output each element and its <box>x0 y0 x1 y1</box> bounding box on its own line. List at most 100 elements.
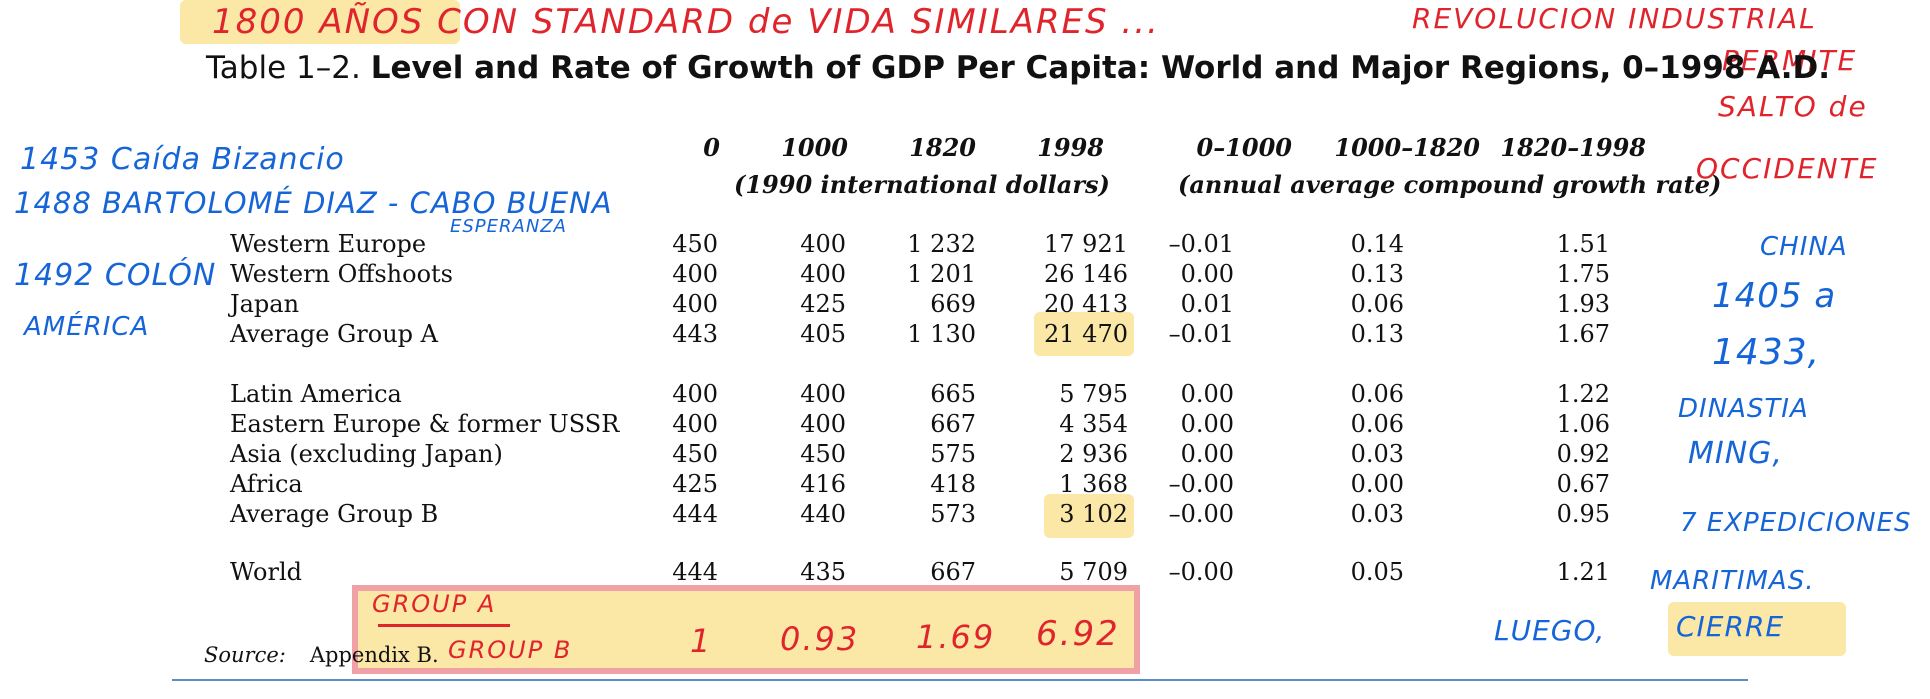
row-label: Latin America <box>230 380 402 408</box>
col-header-1000-1820: 1000–1820 <box>1334 133 1480 162</box>
table-cell: 0.03 <box>1350 500 1404 528</box>
col-header-1820-1998: 1820–1998 <box>1500 133 1646 162</box>
annotation-right-9: CIERRE <box>1676 610 1785 643</box>
annotation-right-3: 1433, <box>1712 332 1821 373</box>
row-label: World <box>230 558 302 586</box>
table-cell: 0.06 <box>1350 290 1404 318</box>
annotation-box-label-1: GROUP A <box>372 590 497 618</box>
table-cell: 418 <box>930 470 976 498</box>
source-note: Source: Appendix B. <box>204 643 439 667</box>
table-cell: 450 <box>800 440 846 468</box>
table-cell: 4 354 <box>1059 410 1128 438</box>
table-cell: 0.00 <box>1350 470 1404 498</box>
table-cell: 425 <box>800 290 846 318</box>
table-cell: 3 102 <box>1059 500 1128 528</box>
col-header-1820: 1820 <box>909 133 976 162</box>
table-cell: 400 <box>800 380 846 408</box>
row-label: Africa <box>230 470 303 498</box>
col-header-0-1000: 0–1000 <box>1196 133 1293 162</box>
table-cell: 1 232 <box>907 230 976 258</box>
annotation-right-1: CHINA <box>1760 232 1848 262</box>
table-cell: 667 <box>930 410 976 438</box>
table-cell: 17 921 <box>1044 230 1128 258</box>
annotation-top-right-4: OCCIDENTE <box>1696 152 1879 185</box>
row-label: Western Europe <box>230 230 427 258</box>
unit-label-dollars: (1990 international dollars) <box>734 170 1110 199</box>
table-cell: 444 <box>672 558 718 586</box>
highlight-cierre <box>1668 602 1846 656</box>
annotation-box-underline <box>378 624 510 627</box>
row-label: Asia (excluding Japan) <box>230 440 503 468</box>
table-cell: 0.00 <box>1180 440 1234 468</box>
table-cell: 400 <box>672 380 718 408</box>
annotation-top-right-1: REVOLUCION INDUSTRIAL <box>1412 2 1817 35</box>
annotation-box-value-0: 1 <box>690 622 713 660</box>
annotation-top-right-3: SALTO de <box>1718 90 1868 123</box>
table-cell: 1.06 <box>1556 410 1610 438</box>
table-cell: 1.21 <box>1556 558 1610 586</box>
table-cell: 0.92 <box>1556 440 1610 468</box>
table-cell: 425 <box>672 470 718 498</box>
table-cell: 0.13 <box>1350 320 1404 348</box>
annotation-top-right-2: PERMITE <box>1722 44 1858 77</box>
table-cell: 400 <box>800 410 846 438</box>
table-cell: 0.06 <box>1350 380 1404 408</box>
table-cell: –0.00 <box>1168 500 1234 528</box>
annotation-left-2b: ESPERANZA <box>450 216 567 237</box>
table-cell: 0.00 <box>1180 380 1234 408</box>
col-header-1000: 1000 <box>781 133 848 162</box>
table-cell: 2 936 <box>1059 440 1128 468</box>
table-cell: 405 <box>800 320 846 348</box>
table-cell: 575 <box>930 440 976 468</box>
table-cell: 5 795 <box>1059 380 1128 408</box>
table-cell: –0.00 <box>1168 470 1234 498</box>
table-cell: 5 709 <box>1059 558 1128 586</box>
table-cell: 0.05 <box>1350 558 1404 586</box>
annotation-box-value-1820: 1.69 <box>916 618 996 656</box>
annotation-right-7: MARITIMAS. <box>1650 566 1815 596</box>
table-cell: 0.01 <box>1180 290 1234 318</box>
annotation-box-value-1998: 6.92 <box>1036 614 1120 654</box>
highlight-banner <box>180 0 460 44</box>
annotation-right-5: MING, <box>1688 436 1783 471</box>
annotation-ratio-box <box>352 585 1140 674</box>
annotation-left-3: 1492 COLÓN <box>14 258 217 293</box>
table-cell: 26 146 <box>1044 260 1128 288</box>
table-title-text: Level and Rate of Growth of GDP Per Capi… <box>370 50 1831 86</box>
table-cell: 443 <box>672 320 718 348</box>
annotation-left-1: 1453 Caída Bizancio <box>20 142 345 177</box>
table-cell: 669 <box>930 290 976 318</box>
table-cell: 1 130 <box>907 320 976 348</box>
table-cell: 21 470 <box>1044 320 1128 348</box>
annotation-right-2: 1405 a <box>1712 276 1837 316</box>
source-text: Appendix B. <box>309 643 439 667</box>
annotation-box-label-2: GROUP B <box>448 636 573 664</box>
col-header-1998: 1998 <box>1037 133 1104 162</box>
table-cell: 400 <box>672 290 718 318</box>
table-cell: 0.14 <box>1350 230 1404 258</box>
table-cell: –0.01 <box>1168 320 1234 348</box>
table-cell: 400 <box>672 260 718 288</box>
row-label: Western Offshoots <box>230 260 453 288</box>
table-cell: 440 <box>800 500 846 528</box>
table-cell: 667 <box>930 558 976 586</box>
annotation-left-2: 1488 BARTOLOMÉ DIAZ - CABO BUENA <box>14 186 613 220</box>
table-cell: 435 <box>800 558 846 586</box>
table-cell: 450 <box>672 230 718 258</box>
table-cell: 400 <box>672 410 718 438</box>
table-cell: 0.13 <box>1350 260 1404 288</box>
table-cell: 573 <box>930 500 976 528</box>
table-cell: 0.00 <box>1180 410 1234 438</box>
table-cell: 416 <box>800 470 846 498</box>
table-cell: 0.00 <box>1180 260 1234 288</box>
table-cell: 450 <box>672 440 718 468</box>
table-title: Table 1–2. Level and Rate of Growth of G… <box>206 50 1830 86</box>
table-cell: 400 <box>800 230 846 258</box>
table-cell: 1 368 <box>1059 470 1128 498</box>
source-label: Source: <box>204 643 286 667</box>
table-cell: 1.22 <box>1556 380 1610 408</box>
table-cell: 1.75 <box>1556 260 1610 288</box>
unit-label-growth: (annual average compound growth rate) <box>1178 170 1722 199</box>
annotation-box-value-1000: 0.93 <box>780 620 860 658</box>
annotation-top-banner: 1800 AÑOS CON STANDARD de VIDA SIMILARES… <box>212 2 1160 42</box>
